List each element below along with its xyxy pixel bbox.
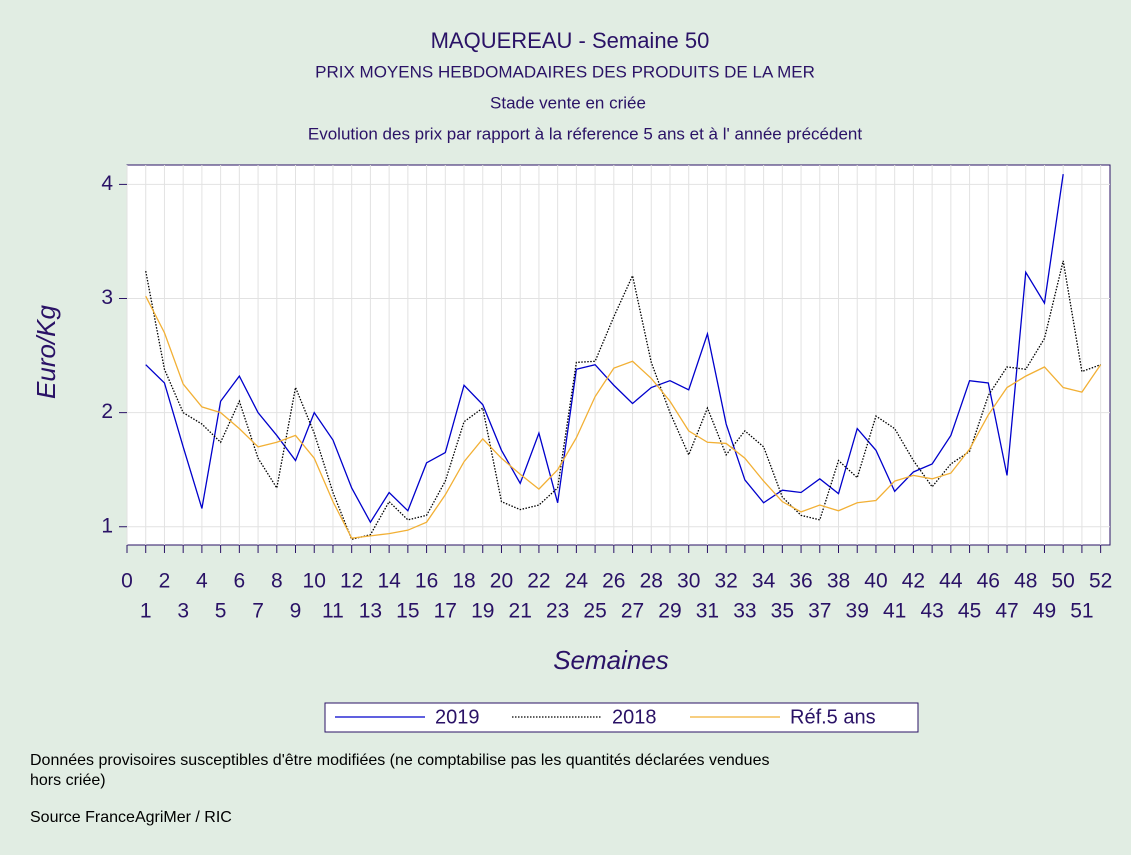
- x-tick-label: 35: [771, 600, 794, 623]
- x-tick-label: 22: [527, 570, 550, 593]
- x-tick-label: 19: [471, 600, 494, 623]
- x-tick-label: 40: [864, 570, 887, 593]
- series-line: [145, 174, 1064, 524]
- x-tick-label: 31: [696, 600, 719, 623]
- x-tick-label: 13: [359, 600, 382, 623]
- footnote: hors criée): [30, 772, 106, 789]
- x-tick-label: 30: [677, 570, 700, 593]
- x-axis-label: Semaines: [553, 645, 669, 675]
- x-tick-label: 18: [452, 570, 475, 593]
- x-tick-label: 47: [995, 600, 1018, 623]
- x-tick-label: 23: [546, 600, 569, 623]
- x-tick-label: 51: [1070, 600, 1093, 623]
- x-tick-label: 36: [789, 570, 812, 593]
- x-tick-label: 12: [340, 570, 363, 593]
- series-line: [145, 260, 1101, 541]
- x-tick-label: 41: [883, 600, 906, 623]
- y-tick-label: 1: [101, 514, 113, 537]
- x-tick-label: 33: [733, 600, 756, 623]
- subtitle: PRIX MOYENS HEBDOMADAIRES DES PRODUITS D…: [315, 62, 815, 81]
- x-tick-label: 8: [271, 570, 283, 593]
- x-tick-label: 4: [196, 570, 208, 593]
- y-axis-label: Euro/Kg: [31, 304, 61, 398]
- x-tick-label: 2: [159, 570, 171, 593]
- subtitle: Stade vente en criée: [490, 93, 646, 112]
- x-tick-label: 46: [977, 570, 1000, 593]
- x-tick-label: 11: [322, 600, 344, 623]
- x-tick-label: 17: [434, 600, 457, 623]
- x-tick-label: 28: [640, 570, 663, 593]
- x-tick-label: 27: [621, 600, 644, 623]
- legend-label: Réf.5 ans: [790, 706, 876, 728]
- legend-label: 2018: [612, 706, 657, 728]
- y-tick-label: 4: [101, 172, 113, 195]
- x-tick-label: 5: [215, 600, 227, 623]
- x-tick-label: 24: [565, 570, 589, 593]
- footnote: Données provisoires susceptibles d'être …: [30, 752, 769, 769]
- x-tick-label: 10: [303, 570, 326, 593]
- x-tick-label: 32: [714, 570, 737, 593]
- x-tick-label: 3: [177, 600, 189, 623]
- x-tick-label: 7: [252, 600, 264, 623]
- x-tick-label: 50: [1052, 570, 1075, 593]
- y-tick-label: 3: [101, 286, 113, 309]
- x-tick-label: 29: [658, 600, 681, 623]
- x-tick-label: 43: [920, 600, 943, 623]
- source: Source FranceAgriMer / RIC: [30, 809, 232, 826]
- x-tick-label: 6: [233, 570, 245, 593]
- series-line: [145, 295, 1102, 539]
- x-tick-label: 21: [509, 600, 532, 623]
- x-tick-label: 39: [846, 600, 869, 623]
- x-tick-label: 1: [140, 600, 152, 623]
- subtitle: Evolution des prix par rapport à la réfe…: [308, 124, 862, 143]
- x-tick-label: 0: [121, 570, 133, 593]
- x-tick-label: 38: [827, 570, 850, 593]
- x-tick-label: 44: [939, 570, 963, 593]
- x-tick-label: 42: [902, 570, 925, 593]
- chart-title: MAQUEREAU - Semaine 50: [431, 28, 710, 53]
- x-tick-label: 26: [602, 570, 625, 593]
- x-tick-label: 37: [808, 600, 831, 623]
- x-tick-label: 52: [1089, 570, 1112, 593]
- x-tick-label: 48: [1014, 570, 1037, 593]
- y-tick-label: 2: [101, 400, 113, 423]
- plot-area: [126, 164, 1111, 546]
- x-tick-label: 20: [490, 570, 513, 593]
- legend-label: 2019: [435, 706, 480, 728]
- x-tick-label: 15: [396, 600, 419, 623]
- x-tick-label: 45: [958, 600, 981, 623]
- x-tick-label: 9: [290, 600, 302, 623]
- x-tick-label: 49: [1033, 600, 1056, 623]
- x-tick-label: 14: [377, 570, 401, 593]
- x-tick-label: 25: [583, 600, 606, 623]
- x-tick-label: 16: [415, 570, 438, 593]
- x-tick-label: 34: [752, 570, 776, 593]
